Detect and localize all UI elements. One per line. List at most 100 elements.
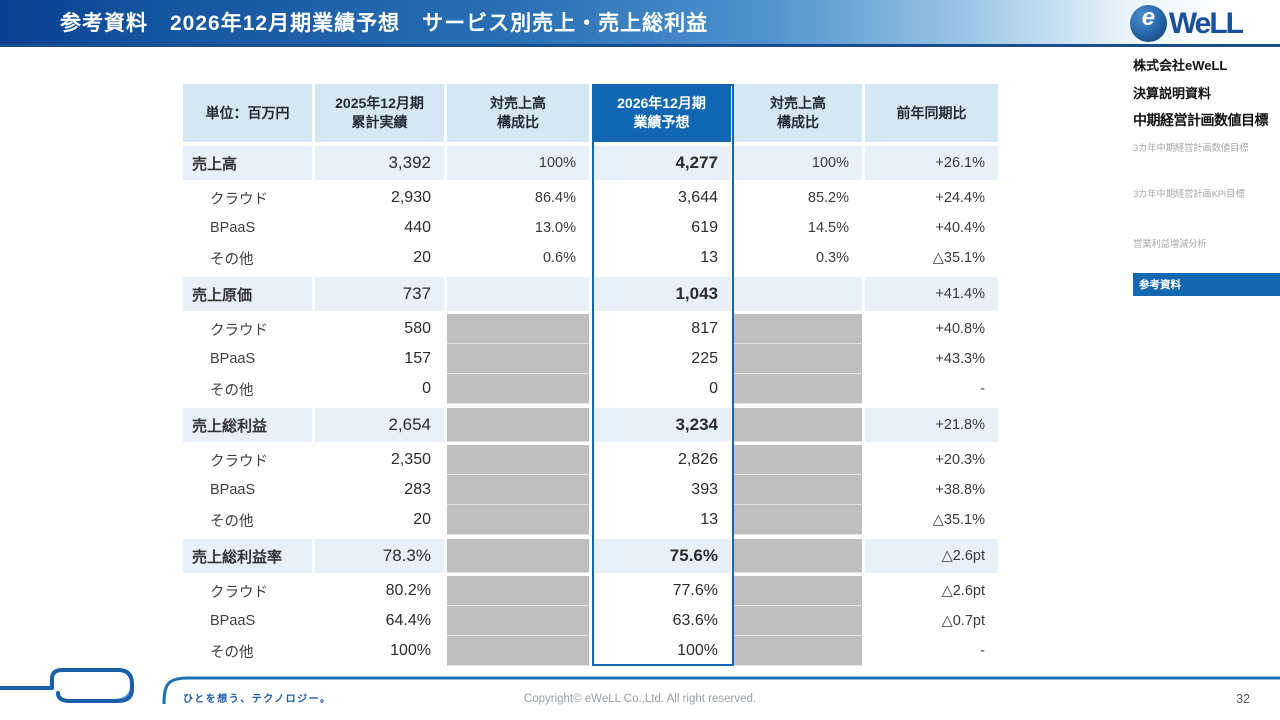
row-label-cell: クラウド [183,183,315,213]
header-cell-line: 業績予想 [633,114,690,130]
header-cell-line: 単位：百万円 [205,104,290,121]
actual-ratio-cell: 13.0% [447,213,592,243]
row-label-cell: BPaaS [183,344,315,374]
row-label-cell: 売上原価 [183,277,315,311]
table-detail-row: BPaaS 157 225 +43.3% [183,344,998,374]
forecast-value-cell: 13 [592,505,734,535]
yoy-cell: +21.8% [865,408,998,442]
page-title: 参考資料 2026年12月期業績予想 サービス別売上・売上総利益 [60,12,709,35]
yoy-cell: +40.4% [865,213,998,243]
forecast-value-cell: 817 [592,314,734,344]
forecast-ratio-cell [734,576,865,606]
sidebar-item-1[interactable]: 決算説明資料 [1133,86,1212,101]
table-section-row: 売上総利益 2,654 3,234 +21.8% [183,408,998,442]
actual-ratio-cell [447,374,592,404]
forecast-value-cell: 13 [592,243,734,273]
forecast-value-cell: 75.6% [592,539,734,573]
row-label-cell: クラウド [183,314,315,344]
forecast-ratio-cell: 100% [734,146,865,180]
footer-rule [162,676,1280,704]
actual-ratio-cell [447,408,592,442]
forecast-ratio-cell [734,606,865,636]
table-detail-row: BPaaS 283 393 +38.8% [183,475,998,505]
forecast-value-cell: 100% [592,636,734,666]
yoy-cell: +38.8% [865,475,998,505]
actual-ratio-cell [447,475,592,505]
row-label-cell: 売上高 [183,146,315,180]
actual-value-cell: 737 [315,277,447,311]
header-cell-line: 対売上高 [770,95,826,112]
table-header-cell: 単位：百万円 [183,84,315,142]
yoy-cell: △2.6pt [865,539,998,573]
actual-value-cell: 20 [315,505,447,535]
yoy-cell: +24.4% [865,183,998,213]
table-header-cell: 対売上高 構成比 [447,84,592,142]
header-cell-line: 構成比 [497,114,539,130]
yoy-cell: - [865,636,998,666]
row-label-cell: クラウド [183,445,315,475]
table-detail-row: BPaaS 64.4% 63.6% △0.7pt [183,606,998,636]
actual-value-cell: 64.4% [315,606,447,636]
yoy-cell: +43.3% [865,344,998,374]
forecast-value-cell: 619 [592,213,734,243]
row-label-cell: その他 [183,505,315,535]
forecast-ratio-cell [734,636,865,666]
sidebar-item-2[interactable]: 中期経営計画数値目標 [1133,112,1269,128]
table-header-cell: 対売上高 構成比 [734,84,865,142]
actual-ratio-cell [447,505,592,535]
actual-value-cell: 2,930 [315,183,447,213]
actual-ratio-cell: 100% [447,146,592,180]
table-body: 売上高 3,392 100% 4,277 100% +26.1% クラウド 2,930 86.4… [183,146,998,666]
actual-ratio-cell [447,445,592,475]
table-header-row: 単位：百万円 2025年12月期 累計実績 対売上高 構成比 2026年12月期 業績予想対… [183,84,998,142]
actual-ratio-cell [447,636,592,666]
actual-value-cell: 2,350 [315,445,447,475]
forecast-value-cell: 4,277 [592,146,734,180]
sidebar-item-3[interactable]: 3カ年中期経営計画数値目標 [1133,143,1249,154]
yoy-cell: +41.4% [865,277,998,311]
sidebar-item-4[interactable]: 3カ年中期経営計画KPI目標 [1133,189,1245,200]
actual-ratio-cell [447,314,592,344]
actual-ratio-cell: 86.4% [447,183,592,213]
row-label-cell: 売上総利益 [183,408,315,442]
actual-value-cell: 157 [315,344,447,374]
header-bar: 参考資料 2026年12月期業績予想 サービス別売上・売上総利益 [0,0,1280,47]
row-label-cell: 売上総利益率 [183,539,315,573]
actual-value-cell: 2,654 [315,408,447,442]
forecast-value-cell: 2,826 [592,445,734,475]
forecast-ratio-cell [734,505,865,535]
forecast-ratio-cell [734,374,865,404]
footer-copyright: Copyright© eWeLL Co.,Ltd. All right rese… [523,693,757,705]
yoy-cell: +20.3% [865,445,998,475]
forecast-value-cell: 3,644 [592,183,734,213]
forecast-ratio-cell [734,344,865,374]
results-table: 単位：百万円 2025年12月期 累計実績 対売上高 構成比 2026年12月期 業績予想対… [183,84,998,666]
actual-value-cell: 440 [315,213,447,243]
header-cell-line: 2026年12月期 [617,95,706,112]
sidebar-item-0[interactable]: 株式会社eWeLL [1133,58,1228,73]
table-detail-row: クラウド 580 817 +40.8% [183,314,998,344]
table-detail-row: その他 100% 100% - [183,636,998,666]
actual-value-cell: 3,392 [315,146,447,180]
sidebar-item-active[interactable]: 参考資料 [1133,273,1280,296]
row-label-cell: BPaaS [183,475,315,505]
row-label-cell: その他 [183,374,315,404]
forecast-value-cell: 0 [592,374,734,404]
sidebar-item-5[interactable]: 営業利益増減分析 [1133,239,1207,250]
table-detail-row: その他 0 0- [183,374,998,404]
actual-value-cell: 0 [315,374,447,404]
forecast-value-cell: 393 [592,475,734,505]
table-detail-row: クラウド 2,350 2,826 +20.3% [183,445,998,475]
header-cell-line: 2025年12月期 [335,95,424,112]
company-logo: e WeLL [1129,4,1244,42]
table-section-row: 売上原価 737 1,043 +41.4% [183,277,998,311]
actual-ratio-cell [447,344,592,374]
forecast-value-cell: 3,234 [592,408,734,442]
row-label-cell: BPaaS [183,606,315,636]
yoy-cell: +40.8% [865,314,998,344]
actual-value-cell: 20 [315,243,447,273]
row-label-cell: その他 [183,636,315,666]
table-detail-row: その他 20 13 △35.1% [183,505,998,535]
forecast-value-cell: 225 [592,344,734,374]
forecast-value-cell: 77.6% [592,576,734,606]
